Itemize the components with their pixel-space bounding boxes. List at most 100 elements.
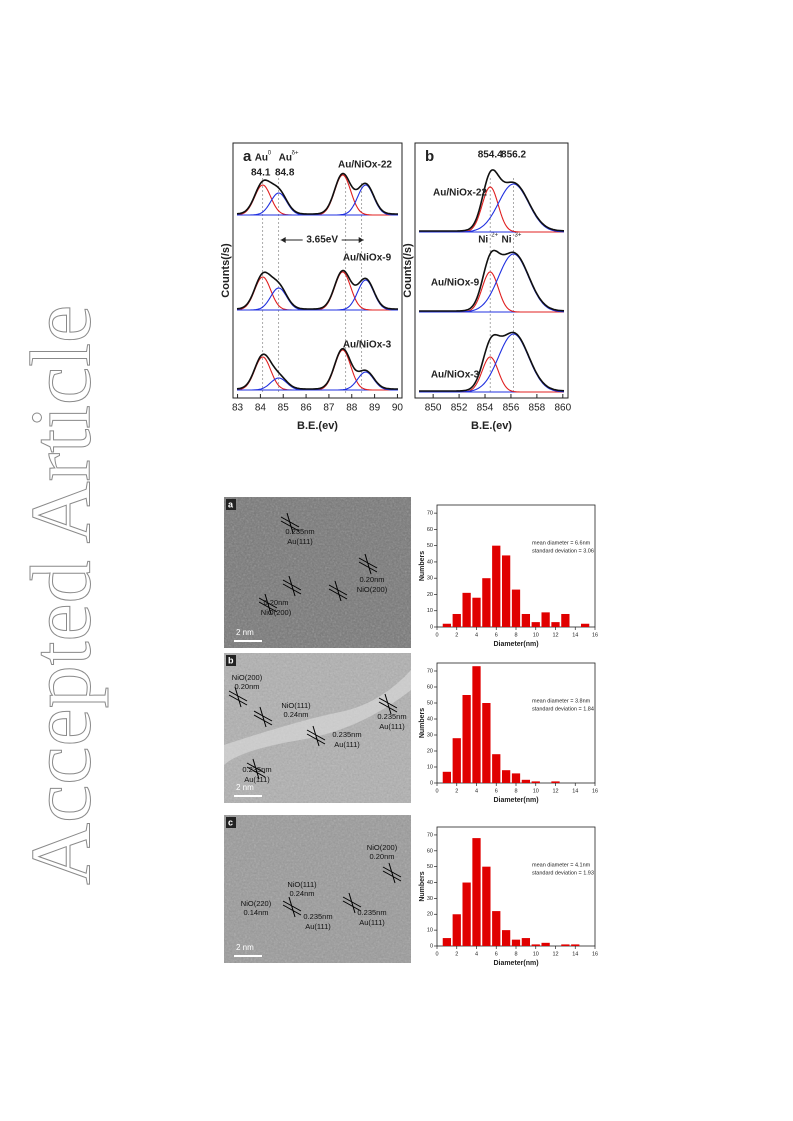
- x-tick-label: 84: [255, 403, 267, 414]
- panel-label: a: [243, 148, 252, 165]
- x-axis-label: Diameter(nm): [493, 797, 538, 804]
- x-axis-label: B.E.(ev): [297, 420, 338, 432]
- y-tick-label: 50: [427, 700, 433, 706]
- x-tick-label: 0: [435, 632, 438, 638]
- peak-name-sup: 0: [268, 151, 272, 157]
- x-tick-label: 860: [554, 403, 571, 414]
- x-tick-label: 2: [455, 788, 458, 794]
- y-tick-label: 60: [427, 527, 433, 533]
- lattice-marker: [246, 758, 266, 780]
- bar: [531, 622, 540, 627]
- bar: [541, 942, 550, 946]
- lattice-label: NiO(200): [357, 585, 388, 594]
- peak-position: 856.2: [501, 150, 526, 161]
- panel-tag: [226, 817, 236, 828]
- scale-label: 2 nm: [236, 943, 254, 952]
- x-tick-label: 86: [301, 403, 313, 414]
- y-tick-label: 0: [430, 943, 433, 949]
- x-tick-label: 14: [572, 951, 578, 957]
- fit-component: [236, 184, 398, 216]
- y-tick-label: 10: [427, 928, 433, 934]
- y-tick-label: 20: [427, 912, 433, 918]
- lattice-label: 0.235nm: [332, 730, 361, 739]
- lattice-label: 0.20nm: [369, 852, 394, 861]
- sample-label: Au/NiOx-22: [338, 160, 392, 171]
- y-axis-label: Numbers: [419, 708, 426, 738]
- x-tick-label: 12: [552, 788, 558, 794]
- bar: [521, 613, 531, 627]
- bar: [531, 944, 540, 946]
- spectrum: [419, 331, 565, 392]
- bar: [541, 612, 550, 627]
- y-tick-label: 70: [427, 832, 433, 838]
- lattice-marker: [282, 896, 302, 918]
- sample-label: Au/NiOx-9: [431, 278, 480, 289]
- bar: [442, 938, 452, 946]
- lattice-label: 0.14nm: [243, 908, 268, 917]
- lattice-label: 0.20nm: [234, 682, 259, 691]
- bar: [462, 882, 471, 946]
- sample-label: Au/NiOx-3: [431, 370, 480, 381]
- x-tick-label: 14: [572, 788, 578, 794]
- x-tick-label: 4: [475, 951, 478, 957]
- bar: [452, 914, 461, 946]
- lattice-marker: [328, 580, 348, 602]
- tem-texture: [224, 815, 411, 963]
- y-tick-label: 20: [427, 748, 433, 754]
- bar: [492, 754, 501, 783]
- x-axis-label: Diameter(nm): [493, 641, 538, 648]
- x-tick-label: 852: [451, 403, 468, 414]
- lattice-label: Au(111): [359, 918, 385, 927]
- lattice-marker: [306, 725, 326, 747]
- x-tick-label: 10: [533, 788, 539, 794]
- x-tick-label: 6: [495, 951, 498, 957]
- spectrum: [236, 347, 398, 390]
- x-tick-label: 90: [392, 403, 404, 414]
- peak-name: Au: [279, 153, 292, 164]
- y-axis-label: Numbers: [419, 551, 426, 581]
- bar: [571, 944, 580, 946]
- lattice-label: Au(111): [305, 922, 331, 931]
- bar: [452, 738, 461, 783]
- lattice-label: 0.24nm: [283, 710, 308, 719]
- spectrum: [236, 172, 398, 215]
- bar: [501, 770, 511, 783]
- bar: [462, 695, 471, 783]
- lattice-label: Au(111): [287, 537, 313, 546]
- y-tick-label: 60: [427, 848, 433, 854]
- x-tick-label: 6: [495, 788, 498, 794]
- bar: [462, 592, 471, 627]
- panel-label: c: [228, 817, 233, 827]
- peak-name-sup: 2+: [491, 233, 498, 239]
- lattice-marker: [280, 512, 300, 534]
- x-tick-label: 85: [278, 403, 290, 414]
- y-tick-label: 30: [427, 576, 433, 582]
- x-tick-label: 4: [475, 788, 478, 794]
- lattice-label: 0.235nm: [285, 527, 314, 536]
- bar: [551, 781, 560, 783]
- fit-component: [236, 356, 398, 391]
- bar: [452, 613, 461, 627]
- lattice-label: 0.235nm: [377, 712, 406, 721]
- panel-tag: [226, 499, 236, 510]
- x-tick-label: 14: [572, 632, 578, 638]
- x-tick-label: 16: [592, 788, 598, 794]
- y-axis-label: Counts(/s): [402, 243, 414, 298]
- x-tick-label: 6: [495, 632, 498, 638]
- bar: [472, 597, 481, 627]
- x-tick-label: 854: [477, 403, 494, 414]
- bar: [501, 930, 511, 946]
- bar: [521, 779, 531, 783]
- peak-position: 84.8: [275, 168, 295, 179]
- axes-box: [414, 142, 569, 399]
- x-tick-label: 2: [455, 632, 458, 638]
- bar: [442, 623, 452, 627]
- stat-label: mean diameter = 3.8nm: [532, 698, 591, 704]
- x-tick-label: 850: [425, 403, 442, 414]
- panel-label: a: [228, 499, 234, 509]
- tem-feature: [224, 670, 411, 765]
- tem-texture: [224, 497, 411, 648]
- lattice-label: NiO(111): [281, 701, 311, 710]
- bar: [442, 771, 452, 783]
- x-tick-label: 88: [346, 403, 358, 414]
